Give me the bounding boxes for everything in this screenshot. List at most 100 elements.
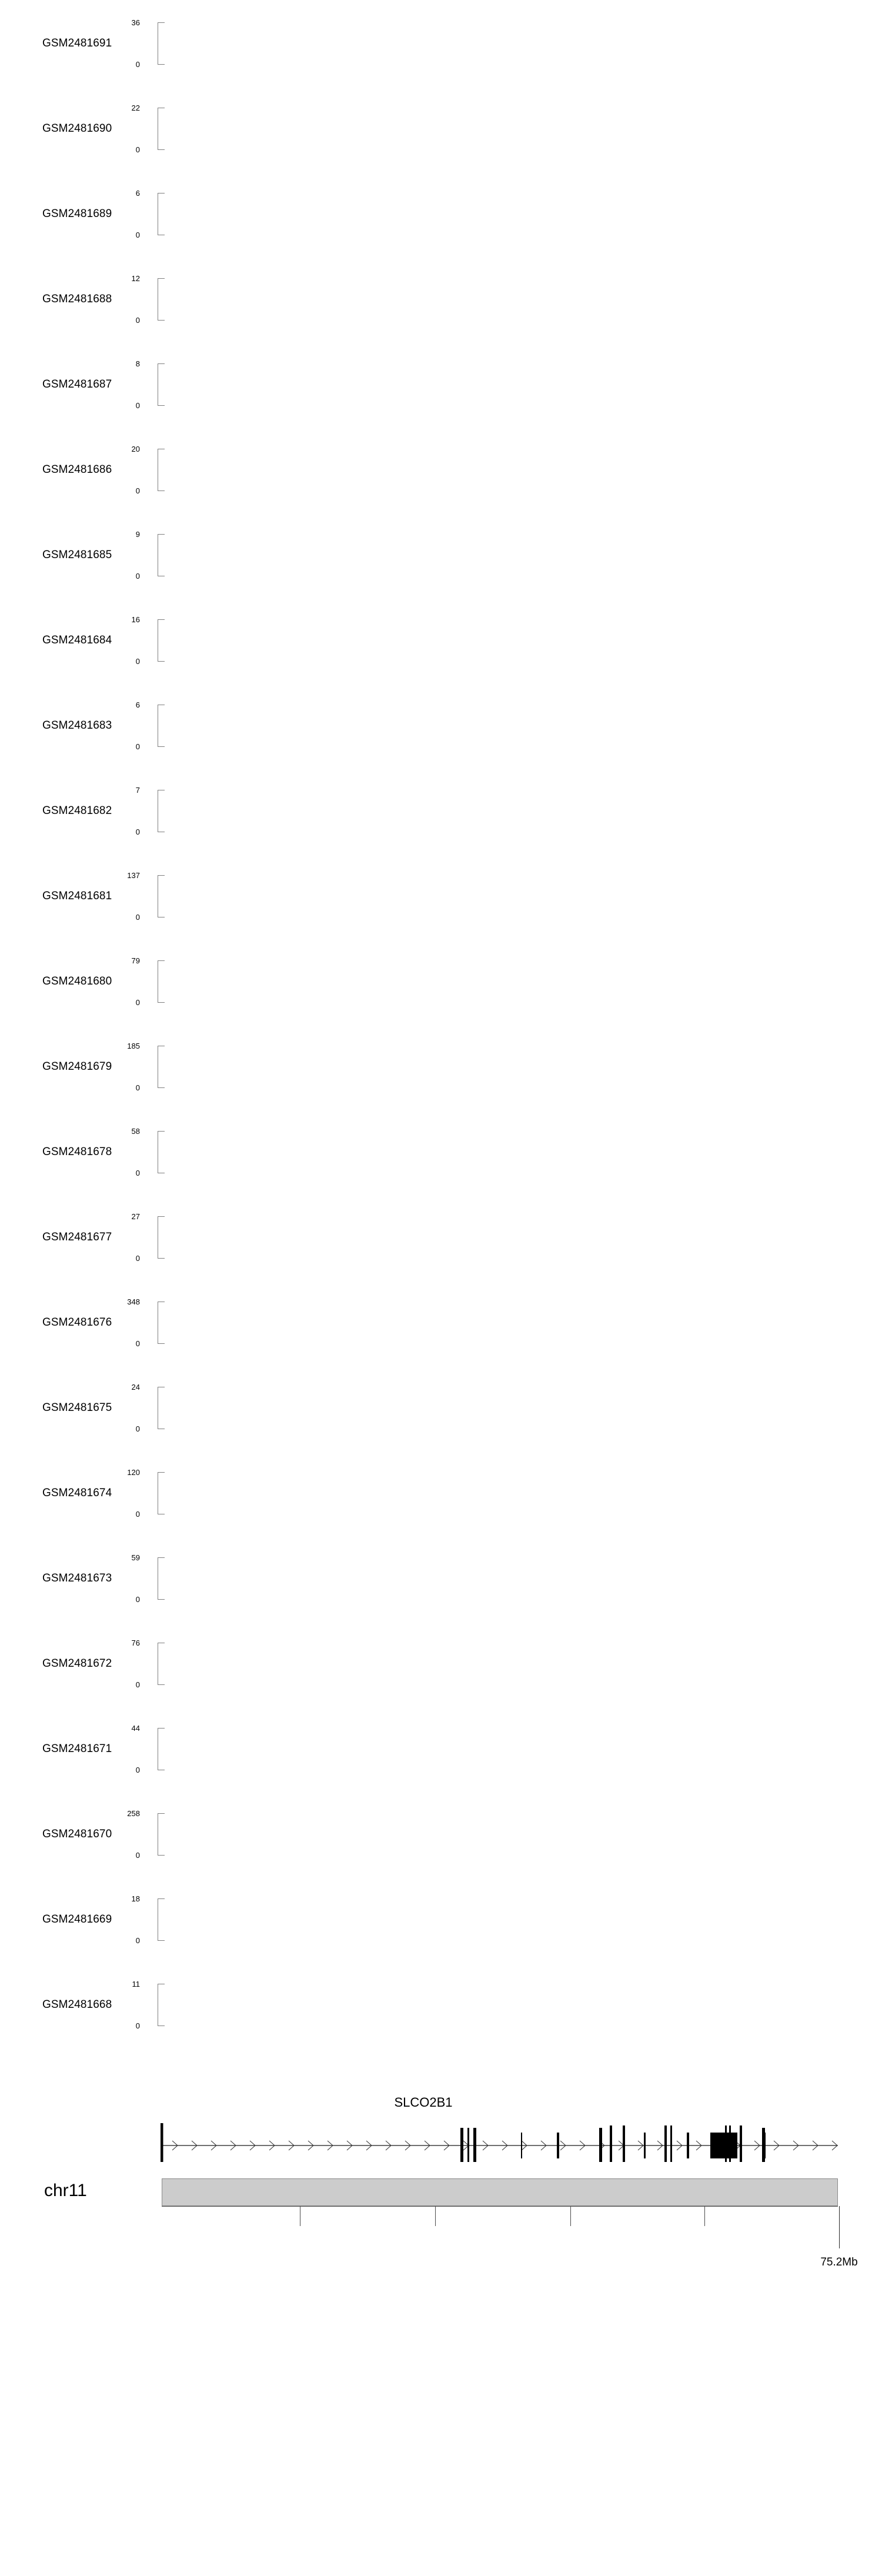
track-sample-label: GSM2481676 — [42, 1316, 112, 1329]
coverage-plot-area[interactable] — [160, 1302, 840, 1344]
coverage-track[interactable]: GSM2481680 79 0 — [0, 956, 882, 1006]
coverage-plot-area[interactable] — [160, 22, 840, 65]
axis-tick — [435, 2206, 436, 2226]
coverage-track[interactable]: GSM2481678 58 0 — [0, 1127, 882, 1177]
y-axis-max-label: 8 — [135, 359, 140, 368]
y-axis-bottom-cap — [158, 661, 165, 662]
coverage-track[interactable]: GSM2481676 348 0 — [0, 1298, 882, 1348]
y-axis-min-label: 0 — [135, 1083, 140, 1092]
track-sample-label: GSM2481689 — [42, 208, 112, 220]
coverage-area-path — [160, 193, 840, 235]
y-axis-min-label: 0 — [135, 1766, 140, 1774]
track-sample-label: GSM2481671 — [42, 1743, 112, 1755]
y-axis-bottom-cap — [158, 405, 165, 406]
coverage-area-path — [160, 1984, 840, 2026]
coverage-area-path — [160, 118, 840, 150]
coverage-area-path — [160, 534, 840, 576]
coverage-track[interactable]: GSM2481670 258 0 — [0, 1810, 882, 1859]
coverage-plot-area[interactable] — [160, 1984, 840, 2026]
chromosome-ideogram-bar[interactable] — [162, 2178, 838, 2206]
coverage-track[interactable]: GSM2481684 16 0 — [0, 616, 882, 665]
coverage-area-path — [160, 1652, 840, 1685]
y-axis-top-cap — [158, 1728, 165, 1729]
coverage-plot-area[interactable] — [160, 449, 840, 491]
track-sample-label: GSM2481673 — [42, 1572, 112, 1584]
coverage-track[interactable]: GSM2481679 185 0 — [0, 1042, 882, 1092]
coverage-plot-area[interactable] — [160, 1728, 840, 1770]
axis-baseline — [162, 2206, 838, 2207]
coverage-track[interactable]: GSM2481673 59 0 — [0, 1554, 882, 1603]
coverage-area-path — [160, 363, 840, 406]
y-axis-bottom-cap — [158, 1258, 165, 1259]
coverage-track[interactable]: GSM2481688 12 0 — [0, 275, 882, 324]
y-axis-bottom-cap — [158, 64, 165, 65]
coverage-plot-area[interactable] — [160, 1131, 840, 1173]
coverage-plot-area[interactable] — [160, 108, 840, 150]
y-axis-top-cap — [158, 22, 165, 23]
gene-annotation-track[interactable]: SLCO2B1 — [0, 2091, 882, 2162]
track-sample-label: GSM2481677 — [42, 1231, 112, 1243]
y-axis-bottom-cap — [158, 1343, 165, 1344]
coverage-plot-area[interactable] — [160, 790, 840, 832]
coverage-track[interactable]: GSM2481669 18 0 — [0, 1894, 882, 1944]
coverage-plot-area[interactable] — [160, 1813, 840, 1856]
coverage-plot-area[interactable] — [160, 705, 840, 747]
coverage-plot-area[interactable] — [160, 960, 840, 1003]
coverage-plot-area[interactable] — [160, 534, 840, 576]
y-axis-bottom-cap — [158, 1002, 165, 1003]
coverage-area-path — [160, 1480, 840, 1514]
y-axis-top-cap — [158, 1898, 165, 1899]
coverage-track[interactable]: GSM2481674 120 0 — [0, 1469, 882, 1518]
coverage-track[interactable]: GSM2481686 20 0 — [0, 445, 882, 495]
y-axis-top-cap — [158, 363, 165, 364]
y-axis-max-label: 185 — [127, 1042, 140, 1050]
coverage-plot-area[interactable] — [160, 1046, 840, 1088]
y-axis-max-label: 27 — [131, 1212, 140, 1221]
coverage-plot-area[interactable] — [160, 363, 840, 406]
coverage-track[interactable]: GSM2481683 6 0 — [0, 701, 882, 750]
coverage-area-path — [160, 790, 840, 832]
coverage-plot-area[interactable] — [160, 1557, 840, 1600]
coverage-plot-area[interactable] — [160, 278, 840, 321]
coverage-plot-area[interactable] — [160, 193, 840, 235]
coverage-plot-area[interactable] — [160, 1898, 840, 1941]
axis-tick-label: 75.2Mb — [820, 2256, 858, 2268]
coverage-track[interactable]: GSM2481687 8 0 — [0, 359, 882, 409]
coverage-track[interactable]: GSM2481677 27 0 — [0, 1212, 882, 1262]
coverage-plot-area[interactable] — [160, 1472, 840, 1514]
coverage-track[interactable]: GSM2481691 36 0 — [0, 19, 882, 68]
coverage-plot-area[interactable] — [160, 1643, 840, 1685]
y-axis-max-label: 18 — [131, 1894, 140, 1903]
coverage-track[interactable]: GSM2481668 11 0 — [0, 1980, 882, 2030]
track-sample-label: GSM2481687 — [42, 378, 112, 391]
coverage-track[interactable]: GSM2481671 44 0 — [0, 1724, 882, 1774]
coverage-plot-area[interactable] — [160, 875, 840, 917]
y-axis-bottom-cap — [158, 320, 165, 321]
chromosome-axis-track: chr11 75.2Mb — [0, 2178, 882, 2296]
coverage-track[interactable]: GSM2481690 22 0 — [0, 104, 882, 154]
track-sample-label: GSM2481679 — [42, 1060, 112, 1073]
y-axis-min-label: 0 — [135, 572, 140, 580]
y-axis-top-cap — [158, 1813, 165, 1814]
axis-tick — [570, 2206, 571, 2226]
y-axis-top-cap — [158, 960, 165, 961]
y-axis-min-label: 0 — [135, 1339, 140, 1348]
coverage-area-path — [160, 22, 840, 65]
coverage-area-path — [160, 877, 840, 917]
coverage-track[interactable]: GSM2481675 24 0 — [0, 1383, 882, 1433]
track-sample-label: GSM2481685 — [42, 549, 112, 561]
y-axis-max-label: 348 — [127, 1297, 140, 1306]
coverage-plot-area[interactable] — [160, 619, 840, 662]
coverage-area-path — [160, 449, 840, 491]
coverage-track[interactable]: GSM2481672 76 0 — [0, 1639, 882, 1689]
y-axis-bottom-cap — [158, 490, 165, 491]
y-axis-max-label: 79 — [131, 956, 140, 965]
coverage-track[interactable]: GSM2481685 9 0 — [0, 530, 882, 580]
coverage-track[interactable]: GSM2481682 7 0 — [0, 786, 882, 836]
coverage-plot-area[interactable] — [160, 1216, 840, 1259]
coverage-plot-area[interactable] — [160, 1387, 840, 1429]
y-axis-top-cap — [158, 1557, 165, 1558]
coverage-track[interactable]: GSM2481689 6 0 — [0, 189, 882, 239]
coverage-track[interactable]: GSM2481681 137 0 — [0, 872, 882, 921]
coverage-area-path — [160, 619, 840, 662]
